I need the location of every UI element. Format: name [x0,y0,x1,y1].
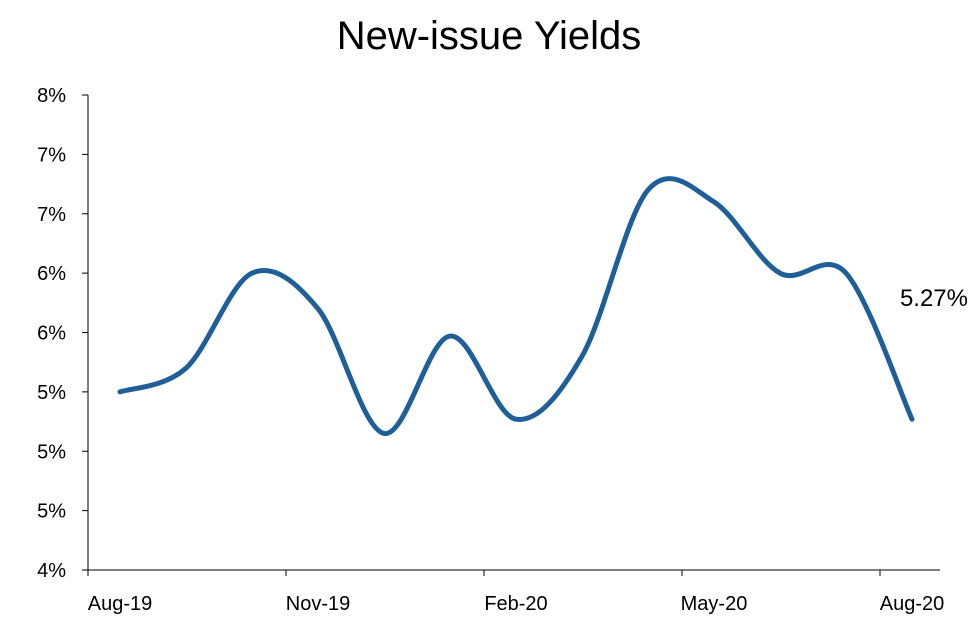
y-tick-label: 4% [37,560,66,582]
series-line [117,176,915,436]
y-tick-label: 7% [37,144,66,166]
y-tick-label: 6% [37,323,66,345]
data-label: 5.27% [900,285,968,312]
x-tick-label: Aug-20 [880,593,945,615]
x-tick-label: Nov-19 [286,593,350,615]
y-tick-label: 5% [37,382,66,404]
chart-axes [87,95,940,571]
x-tick-label: Feb-20 [484,593,547,615]
y-tick-label: 5% [37,501,66,523]
y-tick-label: 5% [37,441,66,463]
chart-title: New-issue Yields [336,14,642,58]
chart-series [117,176,915,436]
chart-data-labels: 5.27% [900,285,968,312]
y-tick-label: 6% [37,263,66,285]
y-tick-label: 7% [37,204,66,226]
x-tick-label: Aug-19 [88,593,153,615]
x-tick-label: May-20 [681,593,748,615]
chart-ticks: 4% 5% 5% 5% 6% 6% 7% 7% 8% Aug-19 Nov-19 Feb-20 May-… [37,85,944,615]
y-tick-label: 8% [37,85,66,107]
